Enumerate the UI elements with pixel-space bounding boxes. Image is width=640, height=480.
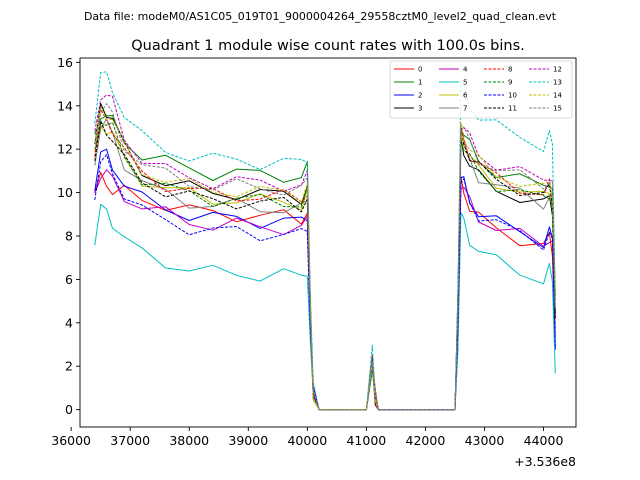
y-tick-label: 16 xyxy=(57,55,73,70)
series-line-14 xyxy=(94,106,556,411)
series-line-11 xyxy=(94,120,556,411)
legend-label-3: 3 xyxy=(418,105,422,113)
x-tick-label: 44000 xyxy=(524,433,564,448)
legend-label-4: 4 xyxy=(463,66,468,74)
axes-frame xyxy=(79,57,577,428)
legend-box xyxy=(389,60,573,119)
x-tick-label: 36000 xyxy=(51,433,91,448)
series-line-15 xyxy=(94,103,556,411)
x-tick-label: 42000 xyxy=(406,433,446,448)
x-tick-label: 39000 xyxy=(228,433,268,448)
y-tick-label: 12 xyxy=(57,142,73,157)
x-tick-label: 38000 xyxy=(169,433,209,448)
x-offset-label: +3.536e8 xyxy=(514,454,576,469)
legend-label-7: 7 xyxy=(463,105,467,113)
legend-label-15: 15 xyxy=(553,105,562,113)
y-tick-label: 6 xyxy=(65,272,73,287)
legend-label-11: 11 xyxy=(508,105,517,113)
legend-label-10: 10 xyxy=(508,92,517,100)
x-axis: 36000 37000 38000 39000 40000 41000 42000 43000… xyxy=(51,427,563,448)
series-line-10 xyxy=(94,154,556,411)
legend-label-14: 14 xyxy=(553,92,562,100)
legend-label-1: 1 xyxy=(418,79,422,87)
y-tick-label: 8 xyxy=(65,228,73,243)
legend-label-6: 6 xyxy=(463,92,468,100)
plot-area xyxy=(79,57,577,428)
x-tick-label: 43000 xyxy=(465,433,505,448)
x-tick-label: 40000 xyxy=(287,433,327,448)
y-tick-label: 2 xyxy=(65,359,73,374)
legend-label-0: 0 xyxy=(418,66,422,74)
y-tick-label: 4 xyxy=(65,315,73,330)
chart-title: Quadrant 1 module wise count rates with … xyxy=(131,38,525,54)
series-line-9 xyxy=(94,121,556,411)
legend-label-5: 5 xyxy=(463,79,467,87)
y-tick-label: 0 xyxy=(65,402,73,417)
legend-label-8: 8 xyxy=(508,66,512,74)
y-tick-label: 14 xyxy=(57,98,73,113)
legend-label-12: 12 xyxy=(553,66,562,74)
legend-label-13: 13 xyxy=(553,79,562,87)
y-axis: 0 2 4 6 8 10 12 14 16 xyxy=(57,55,80,417)
data-file-caption: Data file: modeM0/AS1C05_019T01_90000042… xyxy=(84,10,557,23)
y-tick-label: 10 xyxy=(57,185,73,200)
legend-label-2: 2 xyxy=(418,92,422,100)
x-tick-label: 37000 xyxy=(110,433,150,448)
legend-label-9: 9 xyxy=(508,79,512,87)
x-tick-label: 41000 xyxy=(346,433,386,448)
